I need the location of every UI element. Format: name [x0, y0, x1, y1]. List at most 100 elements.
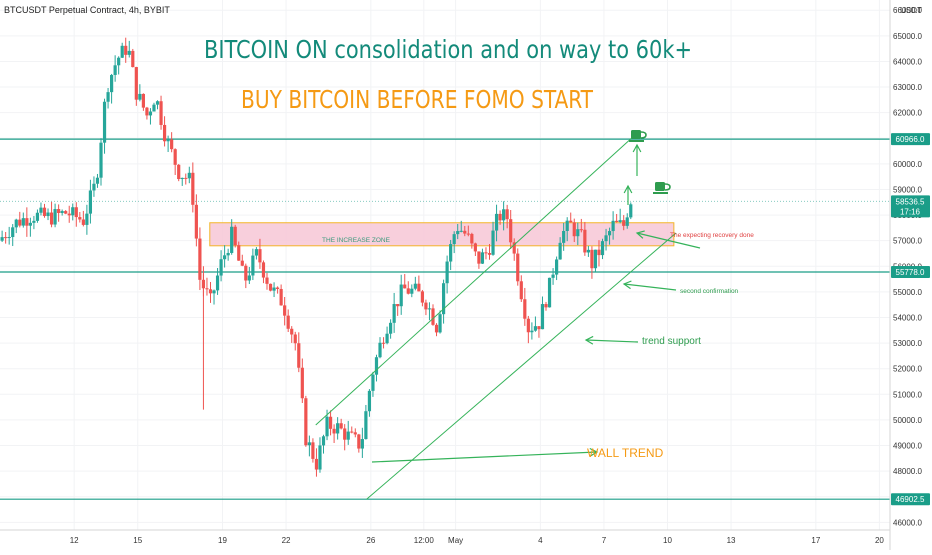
- candle-body: [162, 124, 167, 142]
- price-badge-bg: [891, 493, 930, 506]
- candle-body: [304, 398, 308, 446]
- price-badge-label: 58536.5: [896, 197, 925, 206]
- candle-body: [283, 305, 287, 316]
- candle-body: [487, 253, 492, 255]
- currency-label: USDT: [900, 6, 922, 15]
- arrow-head: [589, 447, 599, 457]
- candle-body: [346, 431, 350, 440]
- candle-body: [473, 243, 477, 252]
- candle-body: [565, 220, 569, 231]
- candle-body: [155, 101, 160, 105]
- price-tick-label: 60000.0: [893, 160, 922, 169]
- candle-body: [223, 255, 227, 260]
- candle-body: [233, 226, 237, 246]
- price-badge-bg: [891, 195, 930, 218]
- candle-body: [389, 322, 393, 334]
- candle-body: [516, 253, 520, 282]
- candle-body: [268, 283, 273, 291]
- candle-body: [343, 428, 347, 440]
- candle-body: [572, 222, 576, 237]
- candle-body: [452, 234, 456, 245]
- candle-body: [74, 207, 78, 218]
- candle-body: [509, 219, 513, 243]
- candle-body: [297, 343, 301, 368]
- arrow-head: [635, 230, 645, 239]
- arrow-head: [623, 184, 633, 194]
- candle-body: [611, 220, 615, 232]
- candle-body: [191, 172, 195, 205]
- time-axis[interactable]: 12 15 19 22 26 12:00 May 4 7 10 13 17 20: [70, 536, 885, 545]
- candle-body: [78, 217, 82, 220]
- candle-body: [124, 45, 128, 55]
- candle-body: [583, 229, 587, 253]
- price-tick-label: 65000.0: [893, 32, 922, 41]
- trend-support-arrow: [584, 335, 639, 345]
- candle-body: [328, 416, 333, 429]
- time-tick-label: 26: [366, 536, 375, 545]
- symbol-title: BTCUSDT Perpetual Contract, 4h, BYBIT: [4, 5, 170, 15]
- cup-body: [655, 182, 665, 191]
- candle-body: [374, 357, 379, 375]
- price-tick-label: 62000.0: [893, 109, 922, 118]
- candle-body: [219, 259, 223, 276]
- time-tick-label: 4: [538, 536, 543, 545]
- candle-body: [480, 252, 485, 264]
- arrow-head: [622, 280, 632, 290]
- grid-lines: [0, 0, 890, 530]
- candle-body: [106, 92, 110, 102]
- horizontal-levels: [0, 138, 890, 500]
- up-arrow-lower: [623, 184, 633, 205]
- recovery-arrow: [635, 230, 701, 249]
- candle-body: [39, 207, 43, 213]
- candle-body: [275, 287, 280, 289]
- candle-body: [117, 57, 121, 66]
- candle-body: [597, 249, 601, 256]
- price-tick-label: 50000.0: [893, 416, 922, 425]
- candle-body: [25, 218, 29, 226]
- cup-icons: [629, 130, 671, 194]
- candle-body: [484, 252, 488, 254]
- candle-body: [258, 249, 262, 263]
- candle-body: [427, 308, 432, 310]
- candle-body: [311, 442, 315, 459]
- candle-body: [459, 230, 463, 232]
- candle-body: [417, 283, 421, 292]
- candle-body: [537, 326, 541, 330]
- time-tick-label: 12:00: [414, 536, 435, 545]
- annotation-wall-trend: WALL TREND: [587, 446, 664, 460]
- candle-body: [586, 249, 590, 253]
- candle-body: [332, 428, 336, 434]
- arrow-head: [584, 335, 594, 345]
- candle-body: [406, 288, 410, 294]
- candle-body: [49, 212, 54, 225]
- candle-body: [134, 67, 138, 100]
- candle-body: [205, 288, 209, 290]
- candle-body: [494, 213, 499, 231]
- candle-body: [502, 209, 506, 221]
- coffee-cup-icon: [629, 130, 647, 142]
- candles: [0, 37, 633, 477]
- cup-saucer: [629, 140, 644, 142]
- candle-body: [85, 213, 89, 225]
- candle-body: [272, 287, 276, 291]
- price-badge-label: 46902.5: [896, 495, 925, 504]
- candle-body: [523, 299, 527, 319]
- candle-body: [166, 139, 170, 142]
- candle-body: [360, 439, 364, 449]
- candle-body: [579, 229, 583, 231]
- candle-body: [110, 74, 114, 93]
- candle-body: [11, 227, 15, 238]
- candle-body: [170, 139, 174, 150]
- candle-body: [21, 218, 25, 226]
- annotation-recovery: The expecting recovery done: [670, 232, 754, 239]
- candle-body: [410, 288, 414, 294]
- candle-body: [590, 249, 594, 269]
- subheadline: BUY BITCOIN BEFORE FOMO START: [241, 85, 593, 114]
- candle-body: [7, 237, 11, 239]
- candle-body: [629, 204, 633, 218]
- price-badge: 60966.0: [891, 133, 930, 146]
- price-badge: 58536.517:16: [891, 195, 930, 218]
- price-tick-label: 48000.0: [893, 467, 922, 476]
